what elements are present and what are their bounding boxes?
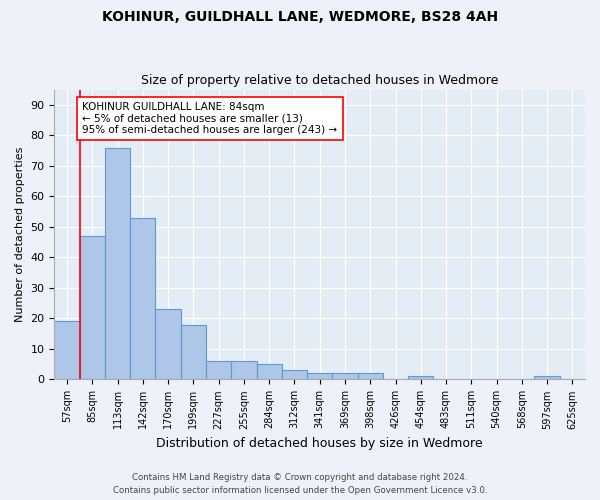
Bar — [105, 148, 130, 380]
Bar — [358, 374, 383, 380]
Bar — [181, 324, 206, 380]
Bar — [307, 374, 332, 380]
Bar — [155, 310, 181, 380]
Bar — [80, 236, 105, 380]
Text: KOHINUR GUILDHALL LANE: 84sqm
← 5% of detached houses are smaller (13)
95% of se: KOHINUR GUILDHALL LANE: 84sqm ← 5% of de… — [82, 102, 337, 135]
Bar — [282, 370, 307, 380]
Bar — [231, 361, 257, 380]
Bar — [130, 218, 155, 380]
Bar — [535, 376, 560, 380]
Title: Size of property relative to detached houses in Wedmore: Size of property relative to detached ho… — [141, 74, 499, 87]
X-axis label: Distribution of detached houses by size in Wedmore: Distribution of detached houses by size … — [157, 437, 483, 450]
Y-axis label: Number of detached properties: Number of detached properties — [15, 147, 25, 322]
Bar — [257, 364, 282, 380]
Bar — [332, 374, 358, 380]
Bar — [55, 322, 80, 380]
Bar — [206, 361, 231, 380]
Bar — [408, 376, 433, 380]
Text: KOHINUR, GUILDHALL LANE, WEDMORE, BS28 4AH: KOHINUR, GUILDHALL LANE, WEDMORE, BS28 4… — [102, 10, 498, 24]
Text: Contains HM Land Registry data © Crown copyright and database right 2024.
Contai: Contains HM Land Registry data © Crown c… — [113, 474, 487, 495]
